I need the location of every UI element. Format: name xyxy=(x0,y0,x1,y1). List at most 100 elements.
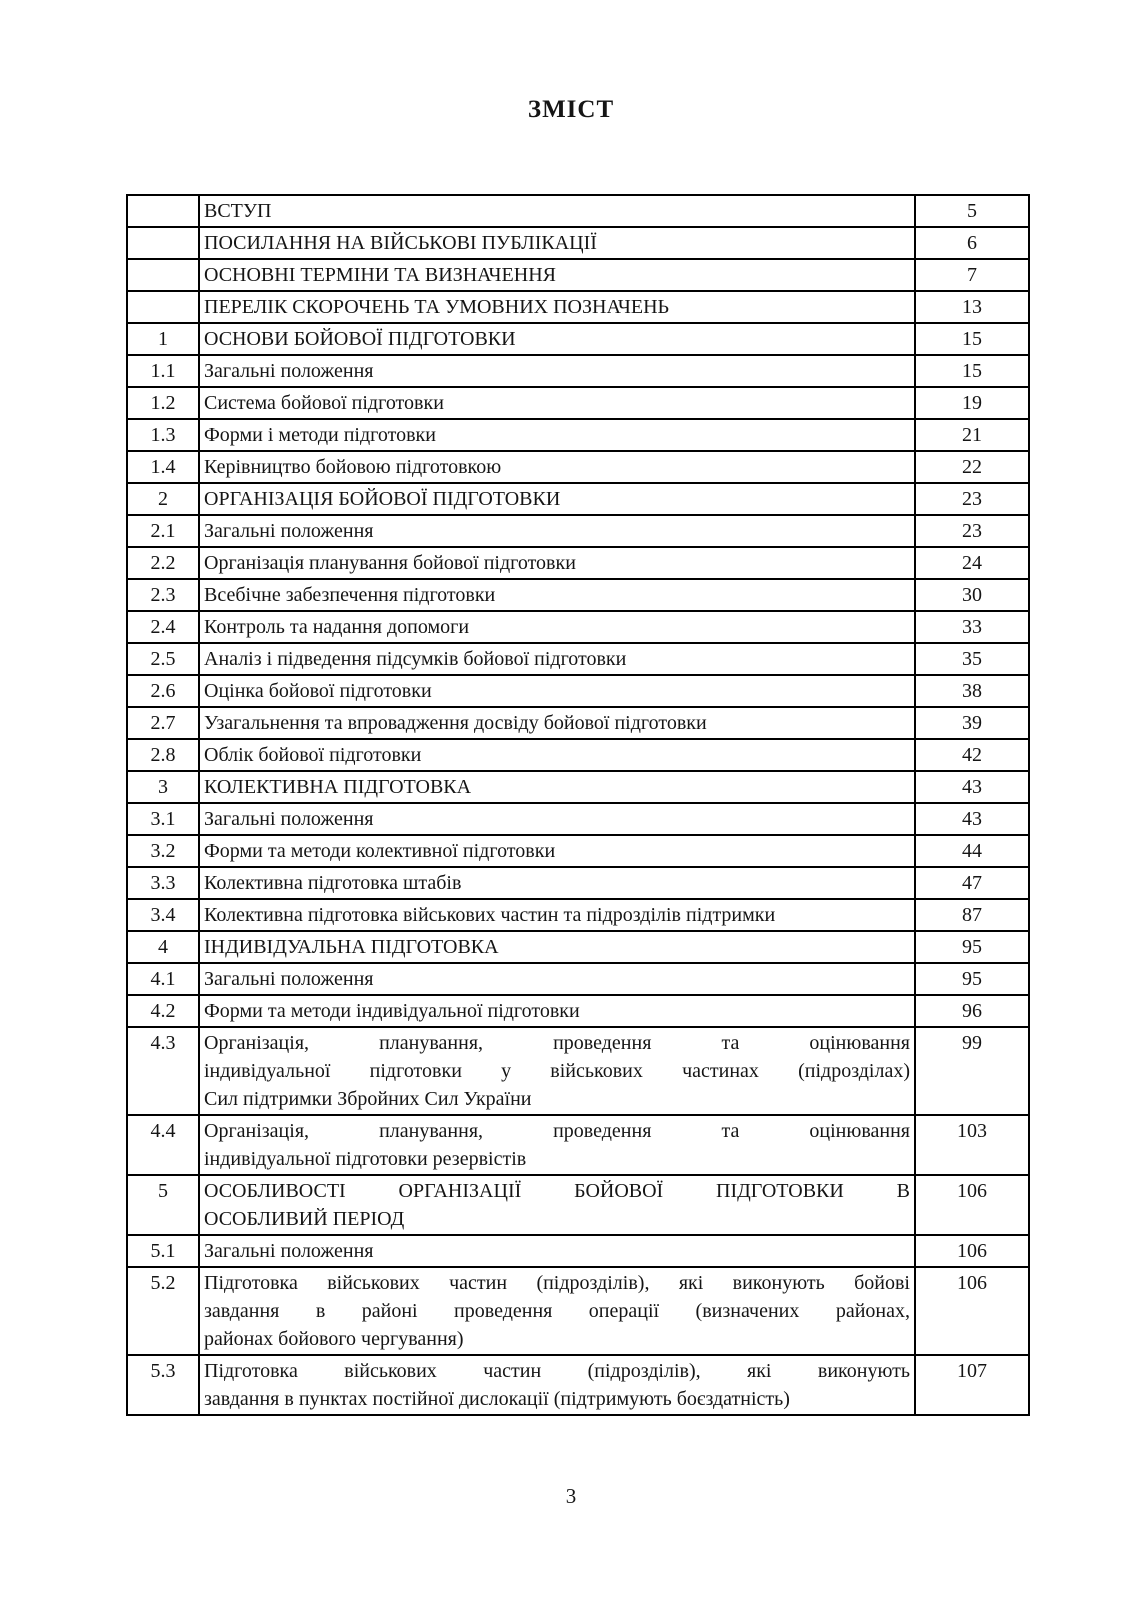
toc-row-title: Узагальнення та впровадження досвіду бой… xyxy=(198,706,916,740)
toc-row-number: 5.2 xyxy=(126,1266,200,1356)
toc-row-number: 2.4 xyxy=(126,610,200,644)
toc-row-number xyxy=(126,258,200,292)
toc-row-page: 103 xyxy=(914,1114,1030,1176)
toc-title-line: Організація, планування, проведення та о… xyxy=(204,1032,910,1054)
toc-row-page: 43 xyxy=(914,770,1030,804)
toc-row-title: Оцінка бойової підготовки xyxy=(198,674,916,708)
toc-row: 5 ОСОБЛИВОСТІ ОРГАНІЗАЦІЇ БОЙОВОЇ ПІДГОТО… xyxy=(126,1174,1030,1236)
toc-title-line: Сил підтримки Збройних Сил України xyxy=(204,1088,532,1110)
toc-row: 3.1 Загальні положення 43 xyxy=(126,802,1030,836)
toc-row-page: 44 xyxy=(914,834,1030,868)
toc-row: 3.4 Колективна підготовка військових част… xyxy=(126,898,1030,932)
toc-row-title: Форми і методи підготовки xyxy=(198,418,916,452)
toc-row-number: 1.3 xyxy=(126,418,200,452)
toc-row-number: 4 xyxy=(126,930,200,964)
toc-row-number: 1.2 xyxy=(126,386,200,420)
toc-row-title: Форми та методи індивідуальної підготовк… xyxy=(198,994,916,1028)
toc-row-number: 5.1 xyxy=(126,1234,200,1268)
toc-row: 2 ОРГАНІЗАЦІЯ БОЙОВОЇ ПІДГОТОВКИ 23 xyxy=(126,482,1030,516)
toc-row-page: 106 xyxy=(914,1174,1030,1236)
toc-row-number: 3.3 xyxy=(126,866,200,900)
toc-title-line: Підготовка військових частин (підрозділі… xyxy=(204,1272,910,1294)
toc-row-page: 42 xyxy=(914,738,1030,772)
toc-row: 1.2 Система бойової підготовки 19 xyxy=(126,386,1030,420)
toc-row-number: 5.3 xyxy=(126,1354,200,1416)
toc-row-title: Підготовка військових частин (підрозділі… xyxy=(198,1266,916,1356)
toc-row-number: 4.4 xyxy=(126,1114,200,1176)
toc-row-number: 2.6 xyxy=(126,674,200,708)
toc-title-line: завдання в районі проведення операції (в… xyxy=(204,1300,910,1322)
toc-row: ПЕРЕЛІК СКОРОЧЕНЬ ТА УМОВНИХ ПОЗНАЧЕНЬ 13 xyxy=(126,290,1030,324)
toc-row-title: Загальні положення xyxy=(198,354,916,388)
toc-row: 5.3 Підготовка військових частин (підрозд… xyxy=(126,1354,1030,1416)
toc-row-number: 4.2 xyxy=(126,994,200,1028)
toc-row: 2.4 Контроль та надання допомоги 33 xyxy=(126,610,1030,644)
toc-row-title: Всебічне забезпечення підготовки xyxy=(198,578,916,612)
toc-row-title: Форми та методи колективної підготовки xyxy=(198,834,916,868)
toc-row-page: 106 xyxy=(914,1266,1030,1356)
toc-row-page: 39 xyxy=(914,706,1030,740)
toc-row-title: Загальні положення xyxy=(198,962,916,996)
toc-row-number: 5 xyxy=(126,1174,200,1236)
toc-row: 4 ІНДИВІДУАЛЬНА ПІДГОТОВКА 95 xyxy=(126,930,1030,964)
toc-title-line: Підготовка військових частин (підрозділі… xyxy=(204,1360,910,1382)
toc-row: 1.4 Керівництво бойовою підготовкою 22 xyxy=(126,450,1030,484)
toc-row-title: ПОСИЛАННЯ НА ВІЙСЬКОВІ ПУБЛІКАЦІЇ xyxy=(198,226,916,260)
toc-row-title: Колективна підготовка військових частин … xyxy=(198,898,916,932)
toc-row-page: 7 xyxy=(914,258,1030,292)
toc-row: 4.4 Організація, планування, проведення т… xyxy=(126,1114,1030,1176)
toc-row-page: 21 xyxy=(914,418,1030,452)
document-title: ЗМІСТ xyxy=(527,96,615,123)
toc-title-line: районах бойового чергування) xyxy=(204,1328,464,1350)
toc-table: ВСТУП 5 ПОСИЛАННЯ НА ВІЙСЬКОВІ ПУБЛІКАЦІЇ 6… xyxy=(126,194,1030,1416)
toc-row-number: 2.7 xyxy=(126,706,200,740)
toc-row: ПОСИЛАННЯ НА ВІЙСЬКОВІ ПУБЛІКАЦІЇ 6 xyxy=(126,226,1030,260)
toc-row-title: Організація планування бойової підготовк… xyxy=(198,546,916,580)
toc-row: ОСНОВНІ ТЕРМІНИ ТА ВИЗНАЧЕННЯ 7 xyxy=(126,258,1030,292)
toc-row-number: 3.1 xyxy=(126,802,200,836)
toc-row-number: 4.1 xyxy=(126,962,200,996)
toc-row: 2.6 Оцінка бойової підготовки 38 xyxy=(126,674,1030,708)
toc-row-title: Керівництво бойовою підготовкою xyxy=(198,450,916,484)
toc-row-title: Аналіз і підведення підсумків бойової пі… xyxy=(198,642,916,676)
toc-title-line: завдання в пунктах постійної дислокації … xyxy=(204,1388,790,1410)
toc-title-line: ОСОБЛИВИЙ ПЕРІОД xyxy=(204,1208,405,1230)
toc-row: 2.1 Загальні положення 23 xyxy=(126,514,1030,548)
toc-row-page: 35 xyxy=(914,642,1030,676)
toc-row-title: ОСНОВИ БОЙОВОЇ ПІДГОТОВКИ xyxy=(198,322,916,356)
toc-row: 3.2 Форми та методи колективної підготовк… xyxy=(126,834,1030,868)
toc-row-title: Колективна підготовка штабів xyxy=(198,866,916,900)
toc-row-title: КОЛЕКТИВНА ПІДГОТОВКА xyxy=(198,770,916,804)
toc-title-line: ОСОБЛИВОСТІ ОРГАНІЗАЦІЇ БОЙОВОЇ ПІДГОТОВ… xyxy=(204,1180,910,1202)
toc-row: ВСТУП 5 xyxy=(126,194,1030,228)
toc-row-page: 38 xyxy=(914,674,1030,708)
toc-row-page: 99 xyxy=(914,1026,1030,1116)
toc-row-number: 1.1 xyxy=(126,354,200,388)
toc-row-page: 13 xyxy=(914,290,1030,324)
toc-row-page: 15 xyxy=(914,322,1030,356)
toc-row: 1.3 Форми і методи підготовки 21 xyxy=(126,418,1030,452)
toc-row-title: ОСНОВНІ ТЕРМІНИ ТА ВИЗНАЧЕННЯ xyxy=(198,258,916,292)
toc-row: 2.3 Всебічне забезпечення підготовки 30 xyxy=(126,578,1030,612)
toc-row-title: Організація, планування, проведення та о… xyxy=(198,1026,916,1116)
toc-row: 3.3 Колективна підготовка штабів 47 xyxy=(126,866,1030,900)
toc-row-page: 95 xyxy=(914,962,1030,996)
toc-row-title: ОСОБЛИВОСТІ ОРГАНІЗАЦІЇ БОЙОВОЇ ПІДГОТОВ… xyxy=(198,1174,916,1236)
toc-title-line: індивідуальної підготовки резервістів xyxy=(204,1148,527,1170)
toc-row-page: 47 xyxy=(914,866,1030,900)
toc-row-title: ВСТУП xyxy=(198,194,916,228)
toc-row-number: 2.2 xyxy=(126,546,200,580)
toc-row-number: 3.4 xyxy=(126,898,200,932)
toc-row-title: ОРГАНІЗАЦІЯ БОЙОВОЇ ПІДГОТОВКИ xyxy=(198,482,916,516)
toc-row-page: 23 xyxy=(914,514,1030,548)
toc-row-number: 3.2 xyxy=(126,834,200,868)
toc-row-page: 24 xyxy=(914,546,1030,580)
toc-row-title: Загальні положення xyxy=(198,514,916,548)
toc-body: ВСТУП 5 ПОСИЛАННЯ НА ВІЙСЬКОВІ ПУБЛІКАЦІЇ 6… xyxy=(126,194,1030,1416)
toc-row-title: Контроль та надання допомоги xyxy=(198,610,916,644)
toc-row: 2.5 Аналіз і підведення підсумків бойової… xyxy=(126,642,1030,676)
toc-row-number: 3 xyxy=(126,770,200,804)
toc-row-title: ІНДИВІДУАЛЬНА ПІДГОТОВКА xyxy=(198,930,916,964)
toc-row: 2.7 Узагальнення та впровадження досвіду … xyxy=(126,706,1030,740)
toc-row-page: 33 xyxy=(914,610,1030,644)
